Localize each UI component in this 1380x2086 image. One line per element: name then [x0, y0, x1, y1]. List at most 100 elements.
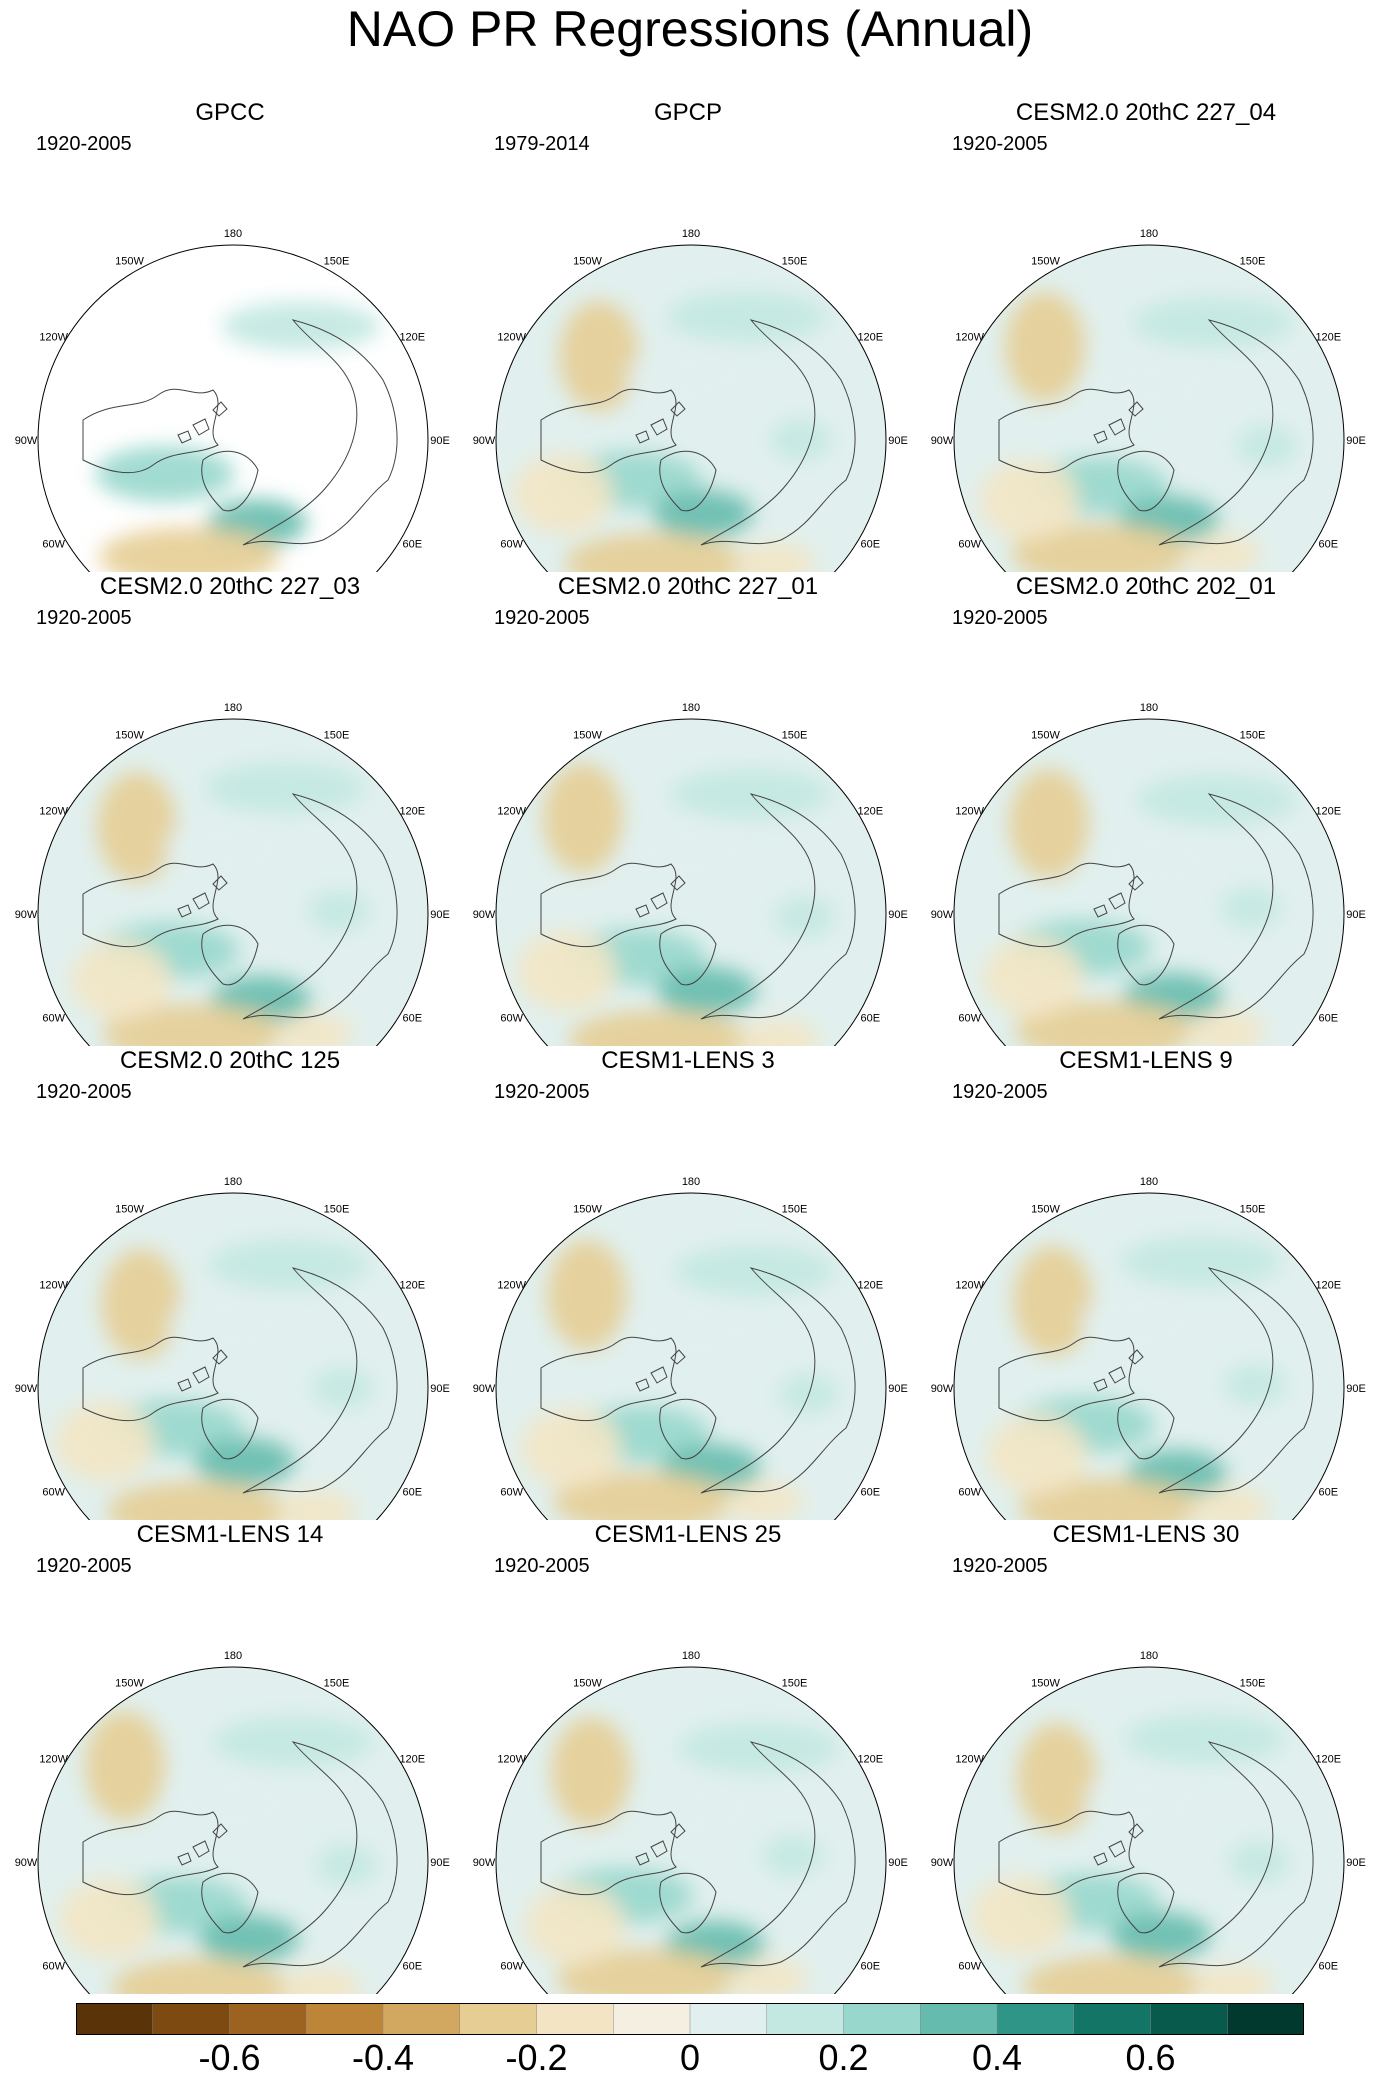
anomaly-region	[739, 1020, 819, 1046]
anomaly-field	[525, 1717, 839, 1994]
polar-map: 180150E120E90E60E30E030W60W90W120W150W	[15, 1650, 450, 1994]
coastline	[700, 1741, 856, 1968]
panel-years: 1920-2005	[952, 133, 1048, 155]
anomaly-region	[1189, 1488, 1269, 1520]
coastline	[82, 1810, 219, 1896]
coastline	[650, 1366, 668, 1384]
longitude-label: 150E	[324, 256, 350, 268]
longitude-label: 120E	[1315, 1754, 1341, 1766]
longitude-label: 120W	[955, 806, 984, 818]
panel-years: 1979-2014	[494, 133, 590, 155]
longitude-label: 60E	[1319, 1961, 1339, 1973]
coastline	[998, 1336, 1135, 1422]
longitude-label: 120E	[399, 332, 425, 344]
longitude-label: 150W	[1031, 256, 1060, 268]
colorbar-swatch	[1227, 2003, 1304, 2035]
colorbar-swatch	[229, 2003, 307, 2035]
coastline	[998, 1810, 1135, 1896]
longitude-label: 90W	[15, 909, 38, 921]
coastline	[670, 1823, 686, 1839]
panel-title: CESM1-LENS 14	[136, 1521, 324, 1548]
map-panel: 180150E120E90E60E30E030W60W90W120W150W CE…	[0, 1520, 460, 1994]
coastline	[659, 1398, 717, 1460]
colorbar-swatch	[843, 2003, 921, 2035]
anomaly-region	[735, 543, 815, 572]
anomaly-region	[313, 1368, 373, 1408]
longitude-label: 120W	[39, 806, 68, 818]
coastline	[192, 1366, 210, 1384]
anomaly-field	[95, 301, 381, 572]
anomaly-region	[71, 940, 171, 1020]
coastline	[82, 862, 219, 948]
colorbar-swatch	[689, 2003, 768, 2035]
longitude-label: 180	[1140, 1176, 1158, 1188]
coastline	[540, 862, 677, 948]
panel-title: CESM1-LENS 25	[594, 1521, 782, 1548]
map-panel: 180150E120E90E60E30E030W60W90W120W150WCE…	[458, 1520, 918, 1994]
coastline	[1108, 418, 1126, 436]
colorbar-swatch	[306, 2003, 384, 2035]
longitude-label: 120W	[39, 1754, 68, 1766]
coastline	[998, 388, 1135, 474]
anomaly-region	[169, 1295, 289, 1355]
anomaly-region	[1133, 298, 1293, 348]
anomaly-field	[521, 1240, 839, 1520]
coastline	[177, 904, 192, 918]
coastline	[659, 1872, 717, 1934]
coastline	[177, 1852, 192, 1866]
longitude-label: 150E	[1240, 1678, 1266, 1690]
coastline	[177, 1378, 192, 1392]
longitude-label: 60E	[861, 1487, 881, 1499]
longitude-label: 150E	[782, 256, 808, 268]
longitude-label: 150E	[324, 1678, 350, 1690]
longitude-label: 120E	[1315, 806, 1341, 818]
coastline	[212, 1823, 228, 1839]
coastline	[998, 862, 1135, 948]
anomaly-region	[1137, 775, 1297, 825]
polar-map: 180150E120E90E60E30E030W60W90W120W150W	[931, 228, 1366, 572]
coastline	[650, 892, 668, 910]
longitude-label: 150W	[573, 256, 602, 268]
anomaly-region	[99, 527, 279, 572]
anomaly-region	[277, 1491, 357, 1520]
longitude-label: 90E	[888, 909, 908, 921]
longitude-label: 90W	[15, 1383, 38, 1395]
longitude-label: 60W	[500, 1013, 523, 1025]
longitude-label: 180	[224, 1176, 242, 1188]
colorbar	[76, 2003, 1304, 2035]
anomaly-region	[1017, 1723, 1097, 1833]
anomaly-field	[983, 769, 1297, 1046]
anomaly-region	[195, 1438, 295, 1486]
colorbar-tick-label: 0.6	[1125, 2037, 1176, 2078]
anomaly-region	[775, 897, 835, 937]
longitude-label: 90W	[931, 435, 954, 447]
coastline	[242, 319, 398, 546]
coastline	[635, 430, 650, 444]
anomaly-region	[101, 1249, 181, 1359]
coastline	[212, 875, 228, 891]
anomaly-region	[525, 1885, 625, 1965]
colorbar-tick-label: 0.2	[818, 2037, 869, 2078]
anomaly-field	[987, 1237, 1285, 1520]
map-panel: 180150E120E90E60E30E030W60W90W120W150WCE…	[916, 572, 1376, 1046]
longitude-label: 120E	[857, 1280, 883, 1292]
longitude-label: 180	[682, 228, 700, 240]
longitude-label: 150W	[573, 1204, 602, 1216]
polar-map: 180150E120E90E60E30E030W60W90W120W150W	[15, 228, 450, 572]
panel-title: GPCC	[195, 99, 265, 126]
panel-years: 1920-2005	[494, 607, 590, 629]
map-boundary	[495, 1666, 887, 1994]
coastline	[192, 418, 210, 436]
anomaly-region	[635, 1301, 755, 1361]
longitude-label: 120W	[497, 1280, 526, 1292]
anomaly-region	[97, 772, 177, 882]
polar-map: 180150E120E90E60E30E030W60W90W120W150W	[473, 228, 908, 572]
anomaly-region	[55, 1402, 155, 1482]
anomaly-region	[727, 1959, 807, 1994]
coastline	[1128, 1823, 1144, 1839]
coastline	[201, 1398, 259, 1460]
coastline	[177, 430, 192, 444]
panel-title: CESM2.0 20thC 227_03	[99, 573, 361, 600]
longitude-label: 60E	[403, 539, 423, 551]
longitude-label: 60E	[861, 1961, 881, 1973]
